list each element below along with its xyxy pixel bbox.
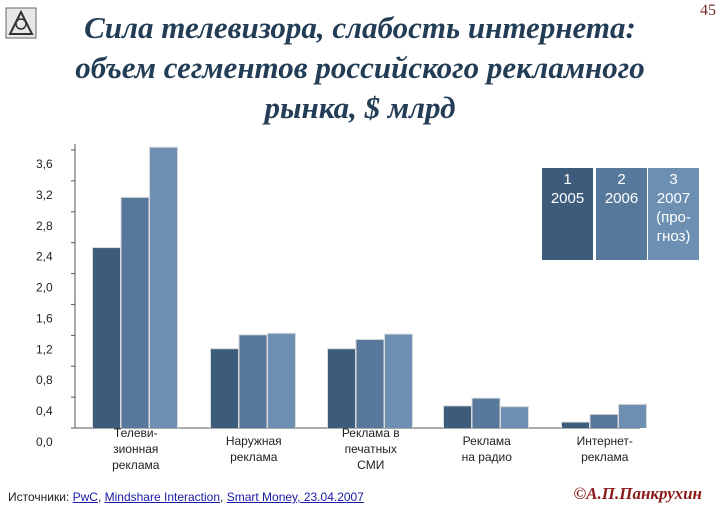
bar — [444, 406, 471, 428]
legend-entry: 1 2005 — [542, 168, 593, 260]
category-label: печатных — [345, 442, 397, 456]
y-tick-label: 0,4 — [36, 404, 53, 418]
title-line: рынка, $ млрд — [264, 90, 456, 125]
legend-label: 3 — [669, 171, 678, 188]
legend-label: гноз) — [656, 228, 691, 245]
category-label: Реклама в — [342, 426, 400, 440]
y-tick-label: 2,8 — [36, 219, 53, 233]
legend-label: 2005 — [550, 190, 585, 207]
page-title: Сила телевизора, слабость интернета: объ… — [0, 8, 720, 128]
y-tick-label: 3,6 — [36, 157, 53, 171]
category-label: Интернет- — [577, 434, 633, 448]
bar — [501, 407, 528, 428]
slide-number: 45 — [700, 2, 716, 19]
legend-label: (про- — [656, 209, 691, 226]
bar — [328, 349, 355, 428]
y-tick-label: 0,8 — [36, 373, 53, 387]
category-label: реклама — [230, 450, 278, 464]
bar — [562, 422, 589, 428]
title-line: Сила телевизора, слабость интернета: — [84, 10, 636, 45]
category-label: Наружная — [226, 434, 282, 448]
bar — [239, 335, 267, 428]
bar — [150, 147, 177, 428]
category-label: СМИ — [357, 458, 384, 472]
title-line: объем сегментов российского рекламного — [75, 50, 645, 85]
y-tick-label: 1,2 — [36, 342, 53, 356]
astronomy-logo-icon — [5, 7, 37, 39]
source-link-mindshare[interactable]: Mindshare Interaction — [104, 490, 221, 504]
bar — [211, 349, 238, 428]
legend-entry: 3 2007 (про-гноз) — [648, 168, 699, 260]
source-prefix: Источники: — [8, 490, 70, 504]
source-link-pwc[interactable]: PwC — [72, 490, 98, 504]
legend-label: 2007 — [656, 190, 691, 207]
source-note: Источники: PwC, Mindshare Interaction, S… — [8, 490, 364, 504]
legend-entry: 2 2006 — [596, 168, 647, 260]
category-label: реклама — [112, 458, 160, 472]
y-tick-label: 0,0 — [36, 435, 53, 449]
category-label: на радио — [462, 450, 513, 464]
bar — [472, 398, 500, 428]
category-label: зионная — [113, 442, 158, 456]
category-label: Реклама — [463, 434, 511, 448]
category-label: реклама — [581, 450, 629, 464]
y-tick-label: 2,4 — [36, 250, 53, 264]
bar — [385, 334, 412, 428]
author-credit: ©А.П.Панкрухин — [573, 484, 702, 503]
y-tick-label: 2,0 — [36, 281, 53, 295]
legend-label: 1 — [563, 171, 572, 188]
legend-label: 2006 — [604, 190, 639, 207]
y-tick-label: 3,2 — [36, 188, 53, 202]
category-label: Теле­ви- — [114, 426, 158, 440]
bar — [356, 339, 384, 428]
y-tick-label: 1,6 — [36, 311, 53, 325]
bar — [590, 414, 618, 428]
bar — [268, 333, 295, 428]
source-link-smart-money[interactable]: Smart Money, 23.04.2007 — [226, 490, 364, 504]
bar — [121, 197, 149, 428]
bar — [93, 248, 120, 428]
bar — [619, 404, 646, 428]
legend-label: 2 — [617, 171, 626, 188]
